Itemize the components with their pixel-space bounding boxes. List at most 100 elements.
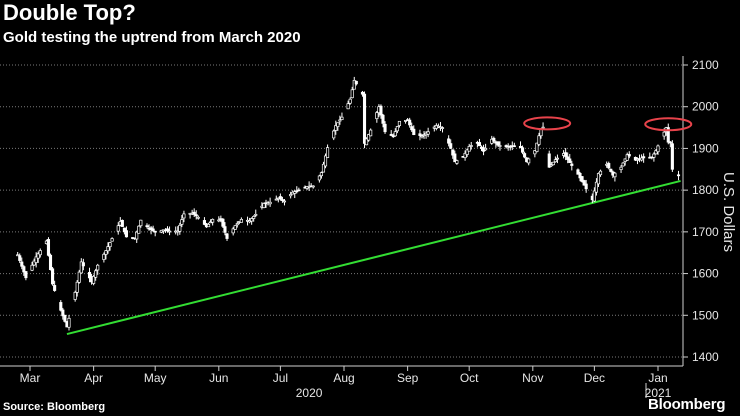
x-tick-label-nov: Nov bbox=[522, 371, 543, 385]
candle-body-203 bbox=[596, 173, 601, 185]
candle-body-67 bbox=[206, 223, 211, 228]
candle-body-48 bbox=[151, 228, 155, 232]
candle-body-0 bbox=[16, 254, 20, 257]
candle-body-201 bbox=[592, 190, 596, 202]
y-axis-label: U.S. Dollars bbox=[720, 172, 737, 252]
candle-body-35 bbox=[116, 225, 120, 232]
y-tick-label-1900: 1900 bbox=[692, 141, 719, 155]
candle-body-115 bbox=[346, 103, 350, 110]
candle-body-76 bbox=[233, 225, 237, 230]
candle-body-83 bbox=[252, 216, 256, 219]
candle-body-39 bbox=[124, 230, 129, 238]
candle-body-117 bbox=[350, 89, 354, 99]
candle-body-31 bbox=[104, 250, 108, 255]
candle-body-166 bbox=[492, 137, 496, 142]
candle-body-137 bbox=[408, 119, 412, 126]
candle-body-185 bbox=[547, 153, 551, 168]
candle-body-152 bbox=[451, 149, 455, 156]
candle-body-223 bbox=[654, 150, 658, 155]
candle-body-180 bbox=[533, 150, 537, 155]
candle-body-9 bbox=[38, 250, 42, 256]
candle-body-189 bbox=[555, 157, 559, 160]
candle-body-168 bbox=[496, 141, 500, 146]
candle-body-111 bbox=[334, 125, 338, 131]
candle-body-75 bbox=[231, 228, 235, 234]
candle-body-169 bbox=[498, 145, 502, 147]
candle-body-188 bbox=[553, 159, 557, 163]
candle-body-211 bbox=[621, 162, 625, 167]
candle-body-11 bbox=[46, 239, 51, 256]
x-group-label-2021: 2021 bbox=[645, 386, 672, 400]
candle-body-132 bbox=[393, 131, 397, 137]
uptrend-line bbox=[66, 179, 681, 336]
candle-body-74 bbox=[225, 233, 229, 239]
x-tick-label-jun: Jun bbox=[209, 371, 228, 385]
candle-body-215 bbox=[633, 156, 637, 161]
candle-body-222 bbox=[652, 153, 656, 158]
candle-body-63 bbox=[194, 214, 198, 217]
highlight-layer bbox=[523, 116, 693, 132]
candle-body-6 bbox=[32, 260, 36, 266]
candle-body-73 bbox=[223, 226, 227, 233]
candle-body-225 bbox=[662, 131, 666, 137]
candle-body-195 bbox=[576, 169, 580, 175]
candle-body-69 bbox=[211, 218, 215, 223]
candle-body-214 bbox=[627, 154, 631, 157]
candle-body-89 bbox=[268, 201, 272, 205]
candle-body-128 bbox=[381, 114, 385, 124]
candle-body-120 bbox=[360, 91, 365, 95]
candle-body-28 bbox=[94, 270, 98, 278]
candle-body-108 bbox=[323, 155, 328, 167]
candle-body-144 bbox=[426, 131, 430, 135]
candle-body-12 bbox=[48, 254, 53, 271]
candle-body-32 bbox=[106, 246, 110, 252]
candle-body-182 bbox=[537, 135, 541, 145]
candle-body-181 bbox=[535, 142, 539, 152]
candle-body-72 bbox=[221, 218, 225, 227]
candle-body-2 bbox=[20, 261, 24, 267]
candle-body-13 bbox=[51, 268, 55, 285]
candle-body-118 bbox=[352, 80, 356, 90]
candle-body-16 bbox=[61, 309, 65, 317]
y-tick-label-1600: 1600 bbox=[692, 267, 719, 281]
double-top-circle-2 bbox=[644, 117, 693, 132]
candle-body-141 bbox=[420, 135, 424, 138]
x-tick-label-apr: Apr bbox=[84, 371, 103, 385]
candle-body-24 bbox=[81, 262, 85, 267]
candle-body-157 bbox=[465, 149, 469, 155]
candle-body-176 bbox=[520, 147, 525, 153]
y-axis-ticks: 1400 1500 1600 1700 1800 1900 2000 2100 bbox=[683, 58, 719, 364]
candle-body-164 bbox=[484, 147, 488, 151]
candle-body-150 bbox=[447, 138, 451, 144]
candle-body-179 bbox=[527, 158, 531, 164]
y-tick-label-1500: 1500 bbox=[692, 308, 719, 322]
candle-body-121 bbox=[362, 93, 367, 144]
candle-body-213 bbox=[625, 154, 629, 161]
candle-body-94 bbox=[282, 200, 287, 203]
candle-body-119 bbox=[354, 80, 358, 85]
candle-body-4 bbox=[24, 271, 28, 279]
candle-body-149 bbox=[440, 127, 445, 129]
candle-body-194 bbox=[570, 163, 574, 166]
candle-body-8 bbox=[36, 253, 40, 259]
candle-body-3 bbox=[22, 266, 26, 273]
candle-body-65 bbox=[202, 220, 206, 225]
candle-body-127 bbox=[379, 105, 383, 116]
candle-body-106 bbox=[319, 172, 323, 177]
x-tick-label-dec: Dec bbox=[584, 371, 605, 385]
candle-body-58 bbox=[180, 219, 184, 225]
candle-body-184 bbox=[541, 126, 545, 129]
candle-body-125 bbox=[375, 112, 379, 120]
candle-body-104 bbox=[311, 185, 315, 188]
candle-body-77 bbox=[235, 223, 239, 226]
candle-body-134 bbox=[397, 120, 401, 126]
candle-body-129 bbox=[383, 123, 387, 133]
candle-body-42 bbox=[135, 231, 139, 240]
candle-body-116 bbox=[348, 98, 352, 104]
candle-body-228 bbox=[668, 141, 672, 144]
candle-body-187 bbox=[551, 161, 555, 166]
x-tick-label-jul: Jul bbox=[273, 371, 288, 385]
candle-body-175 bbox=[518, 145, 523, 148]
candle-body-95 bbox=[289, 194, 293, 197]
candle-body-186 bbox=[549, 164, 553, 167]
